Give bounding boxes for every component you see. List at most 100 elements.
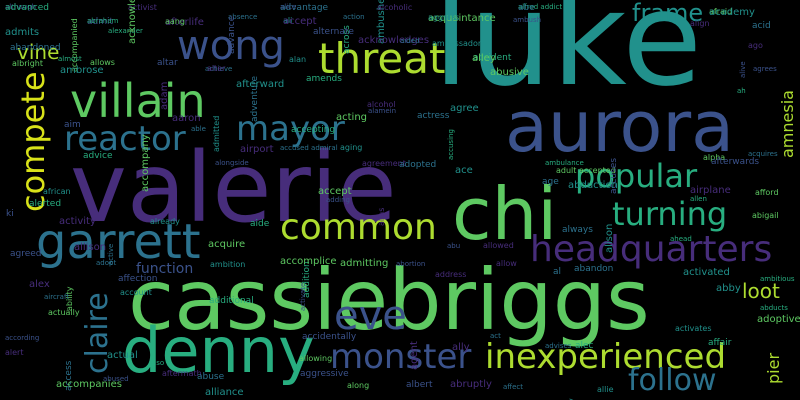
small-word: agreement <box>362 159 406 168</box>
small-word: advanced <box>5 3 49 13</box>
word-luke: luke <box>433 0 703 115</box>
small-word: age <box>542 177 559 187</box>
small-word: abusive <box>490 67 529 78</box>
small-word: alec <box>575 341 594 351</box>
small-word: adam <box>159 81 170 110</box>
small-word: aftermath <box>162 369 202 378</box>
small-word: alfred addict <box>518 3 563 11</box>
word-villain: villain <box>70 74 206 128</box>
small-word: accused admiral <box>280 144 338 152</box>
word-mayor: mayor <box>236 109 345 149</box>
small-word: african <box>43 187 71 196</box>
small-word: aided <box>400 37 420 45</box>
small-word: acquire <box>208 239 246 250</box>
small-word: adult accepted <box>556 166 616 175</box>
small-word: alternate <box>313 27 354 37</box>
small-word: alison <box>604 223 615 253</box>
small-word: activate <box>299 282 307 311</box>
small-word: although <box>5 3 37 11</box>
small-word: accident <box>473 53 512 63</box>
small-word: airport <box>240 144 274 155</box>
small-word: albert <box>406 380 433 390</box>
word-popular: popular <box>575 157 698 195</box>
small-word: acknowledge <box>127 0 138 44</box>
small-word: al <box>553 267 562 277</box>
small-word: admitting <box>340 258 389 269</box>
small-word: adding <box>326 196 351 204</box>
word-loot: loot <box>742 279 780 303</box>
small-word: allowing <box>299 354 333 363</box>
small-word: abraham <box>87 17 119 25</box>
word-denny: denny <box>122 314 315 387</box>
word-valerie: valerie <box>70 132 397 244</box>
word-threat: threat <box>318 34 446 83</box>
small-word: abused <box>103 375 129 383</box>
small-word: alexander <box>108 27 143 35</box>
small-word: alan <box>289 55 307 64</box>
small-word: afraid <box>709 7 733 16</box>
small-word: ally <box>452 342 470 353</box>
small-word: aggressive <box>300 369 349 379</box>
small-word: ambrose <box>60 65 104 76</box>
small-word: allie <box>597 385 614 394</box>
word-turning: turning <box>612 195 728 233</box>
small-word: ambassador <box>432 39 482 48</box>
small-word: acknowledges <box>358 35 430 46</box>
small-word: abigail <box>752 211 779 220</box>
small-word: along <box>347 381 370 390</box>
word-reactor: reactor <box>64 119 186 159</box>
small-word: ah <box>737 87 746 95</box>
small-word: afterwards <box>711 157 760 167</box>
small-word: acid <box>752 21 771 31</box>
word-eve: eve <box>334 293 407 339</box>
small-word: advance <box>227 15 237 54</box>
small-word: alert <box>5 348 24 357</box>
small-word: actually <box>48 308 80 317</box>
small-word: accompany <box>140 134 151 192</box>
small-word: altar <box>157 58 178 68</box>
small-word: admitted <box>212 115 221 152</box>
small-word: admits <box>5 27 40 38</box>
small-word: abby <box>716 283 741 294</box>
small-word: amends <box>306 74 342 84</box>
small-word: aim <box>64 120 81 130</box>
small-word: aaron <box>172 113 201 124</box>
small-word: abuse <box>197 372 225 382</box>
small-word: afterlife <box>165 17 204 28</box>
small-word: acting <box>336 112 368 123</box>
small-word: able <box>191 125 206 133</box>
small-word: academy <box>709 7 755 18</box>
small-word: admit <box>87 17 114 27</box>
small-word: accusing <box>447 129 455 160</box>
small-word: ambush <box>513 16 542 24</box>
small-word: activist <box>128 3 157 12</box>
small-word: aging <box>340 143 363 152</box>
word-inexperienced: inexperienced <box>485 337 727 377</box>
small-word: aide <box>250 219 270 229</box>
small-word: accept <box>283 16 317 27</box>
small-word: allison <box>74 242 107 253</box>
word-amnesia: amnesia <box>778 90 797 158</box>
small-word: aircraft <box>44 293 70 301</box>
small-word: alex <box>29 279 50 290</box>
small-word: ahead <box>670 235 692 243</box>
small-word: allows <box>90 58 115 67</box>
small-word: ali <box>283 16 293 25</box>
small-word: actual <box>107 350 138 361</box>
small-word: agreed <box>10 249 42 259</box>
small-word: advantage <box>280 3 329 13</box>
small-word: absence <box>228 13 258 21</box>
small-word: action <box>343 13 365 21</box>
small-word: alley <box>472 53 496 64</box>
small-word: alias <box>377 207 386 226</box>
small-word: alcohol <box>367 100 396 109</box>
small-word: affect <box>503 383 524 391</box>
small-word: accompanies <box>56 379 122 390</box>
small-word: accept <box>318 186 352 197</box>
small-word: abu <box>447 242 461 250</box>
small-word: abduction <box>568 180 618 191</box>
small-word: account <box>120 288 152 297</box>
word-follow: follow <box>628 363 717 398</box>
small-word: abandon <box>574 264 614 274</box>
